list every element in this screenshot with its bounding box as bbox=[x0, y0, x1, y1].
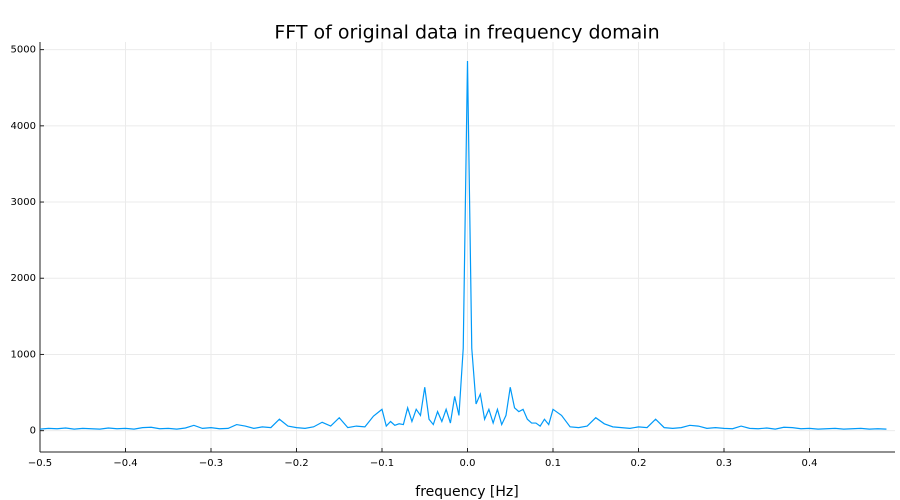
x-tick-label: 0.0 bbox=[460, 458, 476, 469]
x-tick-label: 0.4 bbox=[802, 458, 818, 469]
data-line bbox=[39, 61, 887, 430]
y-tick-label: 4000 bbox=[11, 121, 36, 132]
x-tick-label: −0.2 bbox=[284, 458, 308, 469]
y-tick-label: 3000 bbox=[11, 197, 36, 208]
x-axis-label: frequency [Hz] bbox=[415, 484, 518, 500]
x-tick-label: 0.3 bbox=[716, 458, 732, 469]
x-tick-label: −0.4 bbox=[113, 458, 137, 469]
chart-title: FFT of original data in frequency domain bbox=[274, 22, 659, 44]
x-tick-label: −0.3 bbox=[199, 458, 223, 469]
y-tick-label: 5000 bbox=[11, 45, 36, 56]
y-tick-label: 0 bbox=[30, 426, 36, 437]
x-tick-label: −0.5 bbox=[28, 458, 52, 469]
y-tick-label: 2000 bbox=[11, 273, 36, 284]
x-tick-label: 0.1 bbox=[545, 458, 561, 469]
y-tick-label: 1000 bbox=[11, 349, 36, 360]
x-tick-label: −0.1 bbox=[370, 458, 394, 469]
x-tick-label: 0.2 bbox=[631, 458, 647, 469]
